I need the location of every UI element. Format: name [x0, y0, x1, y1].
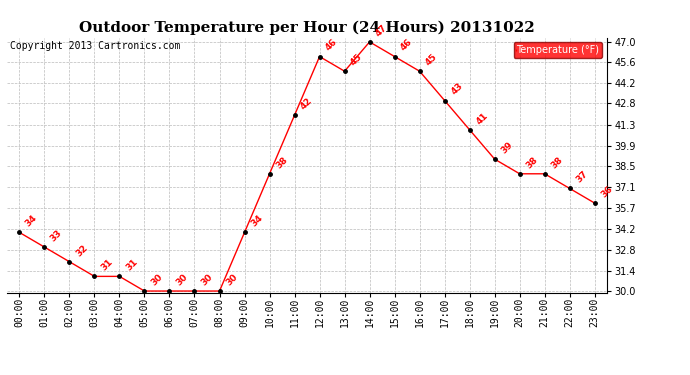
Text: 31: 31 — [99, 258, 114, 273]
Text: 30: 30 — [174, 272, 189, 287]
Text: 30: 30 — [224, 272, 239, 287]
Text: 43: 43 — [449, 81, 464, 97]
Text: 38: 38 — [274, 155, 289, 170]
Legend: Temperature (°F): Temperature (°F) — [513, 42, 602, 58]
Text: 45: 45 — [349, 52, 364, 68]
Title: Outdoor Temperature per Hour (24 Hours) 20131022: Outdoor Temperature per Hour (24 Hours) … — [79, 21, 535, 35]
Text: 39: 39 — [499, 140, 515, 156]
Text: Copyright 2013 Cartronics.com: Copyright 2013 Cartronics.com — [10, 41, 180, 51]
Text: 30: 30 — [199, 272, 214, 287]
Text: 30: 30 — [149, 272, 164, 287]
Text: 36: 36 — [599, 184, 614, 200]
Text: 46: 46 — [399, 38, 415, 53]
Text: 32: 32 — [74, 243, 89, 258]
Text: 41: 41 — [474, 111, 489, 126]
Text: 34: 34 — [249, 213, 264, 229]
Text: 38: 38 — [549, 155, 564, 170]
Text: 38: 38 — [524, 155, 540, 170]
Text: 42: 42 — [299, 96, 315, 111]
Text: 47: 47 — [374, 23, 389, 38]
Text: 34: 34 — [24, 213, 39, 229]
Text: 45: 45 — [424, 52, 440, 68]
Text: 46: 46 — [324, 38, 339, 53]
Text: 33: 33 — [49, 228, 64, 243]
Text: 31: 31 — [124, 258, 139, 273]
Text: 37: 37 — [574, 170, 589, 185]
